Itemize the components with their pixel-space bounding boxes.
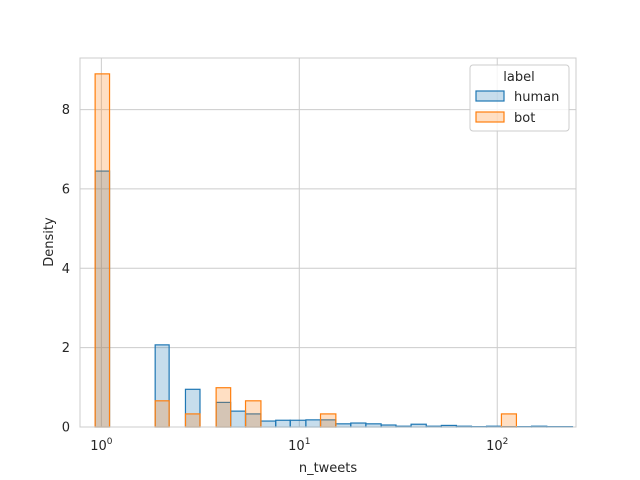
histogram-bar-bot [244,400,262,428]
histogram-bar-human [305,419,322,428]
histogram-bar-bot [154,400,170,428]
histogram-bar-bot [184,413,201,428]
x-tick-label: 101 [288,437,310,454]
y-tick-labels: 0 2 4 6 8 [62,103,70,435]
y-tick-label: 4 [62,262,70,277]
series-bot-bars [94,73,518,428]
histogram-bar-human [350,422,367,428]
x-tick-labels: 100 101 102 [90,437,508,454]
y-axis-label: Density [42,217,57,267]
histogram-bar-human [275,419,291,428]
y-tick-label: 8 [62,103,70,118]
legend-label-bot: bot [514,111,535,126]
legend-label-human: human [514,90,559,105]
legend: label human bot [469,64,570,132]
histogram-bar-bot [94,73,111,428]
legend-swatch-bot [475,111,505,123]
x-tick-label: 102 [486,437,508,454]
histogram-bar-bot [215,387,232,428]
legend-swatch-human [475,90,505,102]
legend-title: label [503,70,534,85]
histogram-bar-human [230,410,247,428]
axes-border [79,57,577,428]
y-tick-label: 2 [62,341,70,356]
legend-box [469,64,570,132]
histogram-bar-human [260,420,277,428]
histogram-bar-human [289,419,307,428]
histogram-bar-bot [500,413,518,428]
x-tick-label: 100 [90,437,113,454]
histogram-bar-bot [319,413,337,428]
y-tick-label: 6 [62,182,70,197]
y-tick-label: 0 [62,421,70,436]
x-axis-label: n_tweets [299,461,358,476]
axes-frame [79,57,577,428]
